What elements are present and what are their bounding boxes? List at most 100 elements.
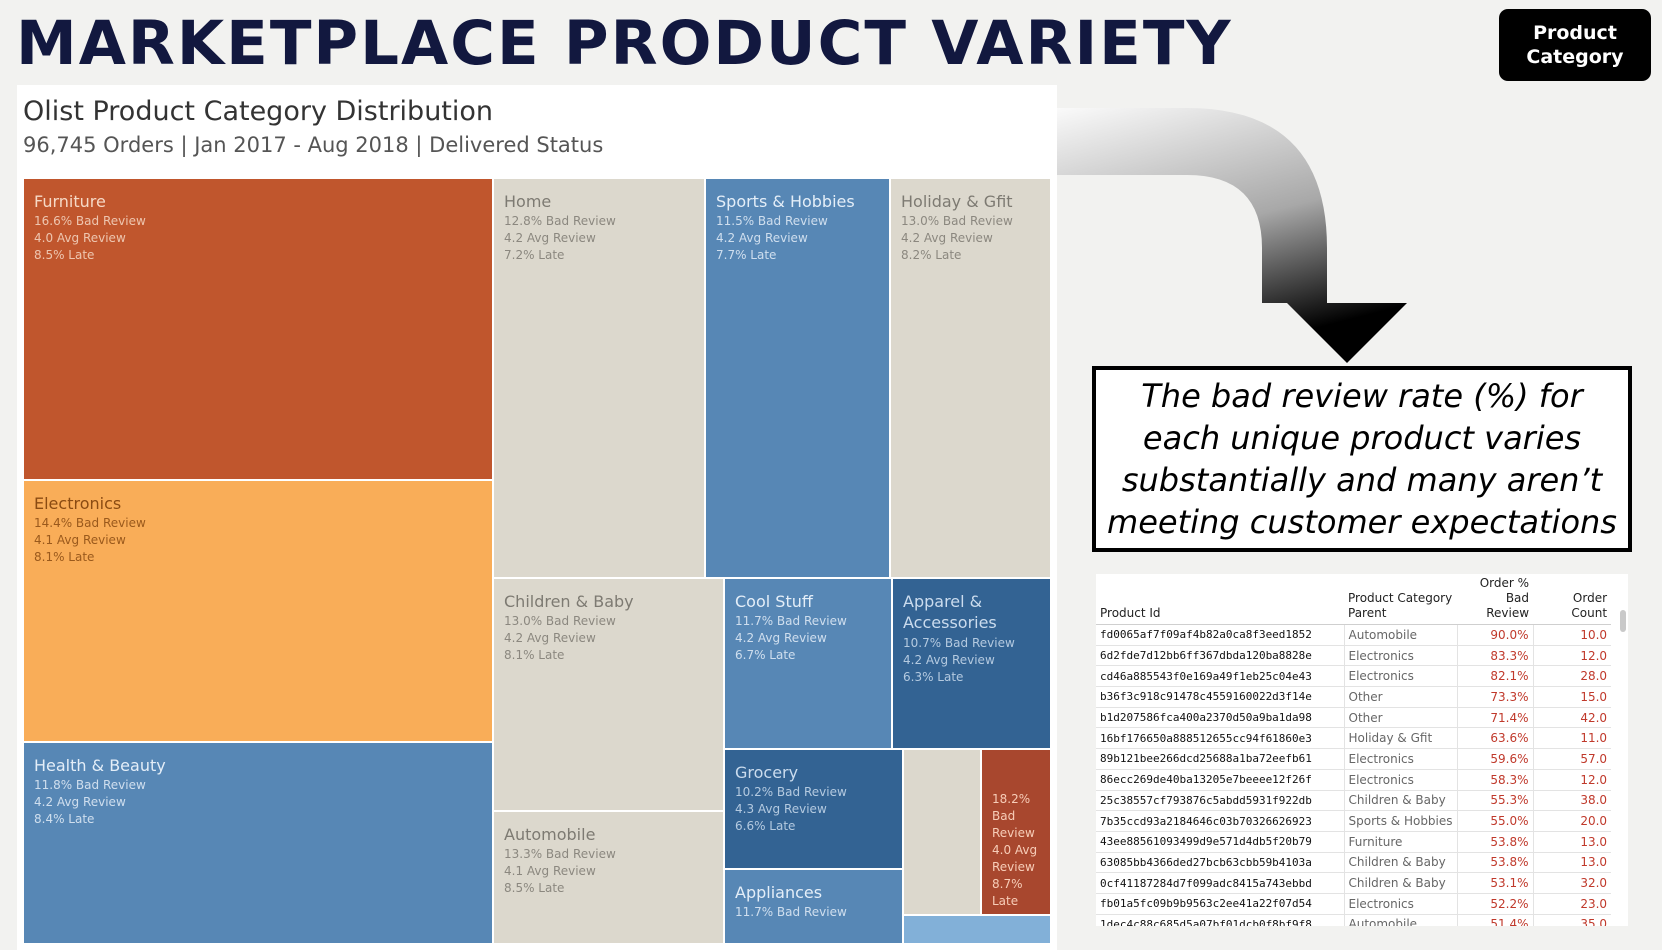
cell-order-count: 12.0 (1532, 769, 1612, 791)
cell-bad-review: 55.3% (1456, 790, 1534, 812)
tile-late: 6.7% Late (735, 648, 796, 662)
cell-product-id: b1d207586fca400a2370d50a9ba1da98 (1096, 707, 1344, 729)
treemap-tile-health-and-beauty[interactable]: Health & Beauty 11.8% Bad Review 4.2 Avg R… (23, 742, 493, 944)
table-row[interactable]: 86ecc269de40ba13205e7beeee12f26f Electron… (1096, 769, 1612, 791)
tile-late: 8.4% Late (34, 812, 95, 826)
cell-category: Electronics (1343, 665, 1458, 688)
cell-bad-review: 73.3% (1456, 686, 1534, 708)
cell-order-count: 38.0 (1532, 790, 1612, 812)
cell-order-count: 32.0 (1532, 872, 1612, 894)
cell-product-id: 0cf41187284d7f099adc8415a743ebbd (1096, 872, 1344, 894)
col-header-category[interactable]: Product Category Parent (1344, 574, 1458, 625)
table-row[interactable]: b36f3c918c91478c4559160022d3f14e Other 73.… (1096, 686, 1612, 708)
treemap-tile-apparel-and-accessories[interactable]: Apparel & Accessories 10.7% Bad Review 4.2… (892, 578, 1051, 749)
cell-order-count: 13.0 (1532, 831, 1612, 853)
table-row[interactable]: 6d2fde7d12bb6ff367dbda120ba8828e Electron… (1096, 645, 1612, 667)
cell-bad-review: 71.4% (1456, 707, 1534, 729)
tile-metrics: 18.2% Bad Review 4.0 Avg Review 8.7% Late (992, 792, 1038, 908)
treemap-tile-other-12[interactable]: 18.2% Bad Review 4.0 Avg Review 8.7% Late (981, 749, 1051, 915)
callout-box: The bad review rate (%) for each unique … (1092, 366, 1632, 552)
tile-name: Holiday & Gfit (901, 192, 1013, 211)
table-row[interactable]: cd46a885543f0e169a49f1eb25c04e43 Electron… (1096, 665, 1612, 688)
tile-bad-review: 11.7% Bad Review (735, 905, 847, 919)
treemap-tile-home[interactable]: Home 12.8% Bad Review 4.2 Avg Review 7.2% L… (493, 178, 705, 578)
table-row[interactable]: 43ee88561093499d9e571d4db5f20b79 Furnitur… (1096, 831, 1612, 853)
table-row[interactable]: fd0065af7f09af4b82a0ca8f3eed1852 Automobi… (1096, 624, 1612, 646)
chart-title: Olist Product Category Distribution (23, 96, 494, 127)
product-table: Product Id Product Category Parent Order… (1096, 574, 1628, 926)
tile-bad-review: 16.6% Bad Review (34, 214, 146, 228)
tile-avg-review: 4.3 Avg Review (735, 802, 827, 816)
table-scrollbar[interactable] (1620, 610, 1626, 632)
cell-bad-review: 63.6% (1456, 727, 1534, 750)
col-header-product-id[interactable]: Product Id (1096, 574, 1344, 625)
cell-product-id: fb01a5fc09b9b9563c2ee41a22f07d54 (1096, 893, 1344, 915)
tile-late: 8.2% Late (901, 248, 962, 262)
tile-late: 6.3% Late (903, 670, 964, 684)
cell-order-count: 23.0 (1532, 893, 1612, 915)
table-row[interactable]: 89b121bee266dcd25688a1ba72eefb61 Electron… (1096, 748, 1612, 770)
treemap-tile-small-blue[interactable] (903, 915, 1051, 944)
cell-product-id: 89b121bee266dcd25688a1ba72eefb61 (1096, 748, 1344, 770)
cell-category: Electronics (1343, 893, 1458, 915)
table-row[interactable]: 0cf41187284d7f099adc8415a743ebbd Children… (1096, 872, 1612, 894)
table-row[interactable]: 1dec4c88c685d5a07bf01dcb0f8bf9f8 Automobi… (1096, 914, 1612, 926)
treemap-tile-holiday-and-gfit[interactable]: Holiday & Gfit 13.0% Bad Review 4.2 Avg Re… (890, 178, 1051, 578)
cell-order-count: 57.0 (1532, 748, 1612, 770)
tile-late: 6.6% Late (735, 819, 796, 833)
table-row[interactable]: 25c38557cf793876c5abdd5931f922db Children… (1096, 790, 1612, 812)
table-row[interactable]: 16bf176650a888512655cc94f61860e3 Holiday … (1096, 727, 1612, 750)
tile-avg-review: 4.2 Avg Review (735, 631, 827, 645)
tile-bad-review: 11.8% Bad Review (34, 778, 146, 792)
tile-late: 8.1% Late (504, 648, 565, 662)
cell-order-count: 12.0 (1532, 645, 1612, 667)
tile-avg-review: 4.2 Avg Review (903, 653, 995, 667)
treemap-tile-appliances[interactable]: Appliances 11.7% Bad Review (724, 869, 903, 944)
tile-name: Automobile (504, 825, 596, 844)
curved-arrow-icon (1057, 108, 1407, 363)
treemap-tile-sports-and-hobbies[interactable]: Sports & Hobbies 11.5% Bad Review 4.2 Avg … (705, 178, 890, 578)
cell-category: Children & Baby (1343, 790, 1458, 812)
col-header-order-count[interactable]: Order Count (1533, 574, 1612, 625)
treemap-tile-electronics[interactable]: Electronics 14.4% Bad Review 4.1 Avg Revie… (23, 480, 493, 742)
treemap-tile-automobile[interactable]: Automobile 13.3% Bad Review 4.1 Avg Review… (493, 811, 724, 944)
table-row[interactable]: b1d207586fca400a2370d50a9ba1da98 Other 71.… (1096, 707, 1612, 729)
treemap-tile-grocery[interactable]: Grocery 10.2% Bad Review 4.3 Avg Review 6.6… (724, 749, 903, 869)
tile-avg-review: 4.2 Avg Review (34, 795, 126, 809)
cell-bad-review: 52.2% (1456, 893, 1534, 915)
tile-name: Furniture (34, 192, 106, 211)
cell-category: Automobile (1343, 914, 1458, 926)
col-header-bad-review[interactable]: Order % Bad Review (1457, 574, 1534, 625)
tile-bad-review: 10.7% Bad Review (903, 636, 1015, 650)
table-body: fd0065af7f09af4b82a0ca8f3eed1852 Automobi… (1096, 624, 1612, 926)
treemap-tile-cool-stuff[interactable]: Cool Stuff 11.7% Bad Review 4.2 Avg Review… (724, 578, 892, 749)
treemap-tile-small-grey[interactable] (903, 749, 981, 915)
treemap-tile-children-and-baby[interactable]: Children & Baby 13.0% Bad Review 4.2 Avg R… (493, 578, 724, 811)
tile-name: Cool Stuff (735, 592, 813, 611)
tile-avg-review: 4.2 Avg Review (901, 231, 993, 245)
tile-late: 8.1% Late (34, 550, 95, 564)
treemap-tile-furniture[interactable]: Furniture 16.6% Bad Review 4.0 Avg Review 8… (23, 178, 493, 480)
cell-order-count: 10.0 (1532, 624, 1612, 646)
cell-order-count: 13.0 (1532, 852, 1612, 874)
table-row[interactable]: 7b35ccd93a2184646c03b70326626923 Sports &… (1096, 810, 1612, 832)
cell-bad-review: 55.0% (1456, 810, 1534, 832)
product-category-button[interactable]: Product Category (1499, 9, 1651, 81)
tile-avg-review: 4.2 Avg Review (504, 631, 596, 645)
cell-category: Electronics (1343, 645, 1458, 667)
cell-bad-review: 53.8% (1456, 831, 1534, 853)
tile-bad-review: 11.5% Bad Review (716, 214, 828, 228)
tile-name: Grocery (735, 763, 799, 782)
cell-order-count: 28.0 (1532, 665, 1612, 688)
cell-order-count: 20.0 (1532, 810, 1612, 832)
chart-subtitle: 96,745 Orders | Jan 2017 - Aug 2018 | De… (23, 133, 604, 157)
cell-bad-review: 82.1% (1456, 665, 1534, 688)
table-row[interactable]: 63085bb4366ded27bcb63cbb59b4103a Children… (1096, 852, 1612, 874)
cell-bad-review: 53.1% (1456, 872, 1534, 894)
cell-bad-review: 59.6% (1456, 748, 1534, 770)
cell-bad-review: 83.3% (1456, 645, 1534, 667)
tile-late: 7.2% Late (504, 248, 565, 262)
cell-product-id: 63085bb4366ded27bcb63cbb59b4103a (1096, 852, 1344, 874)
table-row[interactable]: fb01a5fc09b9b9563c2ee41a22f07d54 Electron… (1096, 893, 1612, 915)
tile-name: Apparel & Accessories (903, 592, 997, 632)
